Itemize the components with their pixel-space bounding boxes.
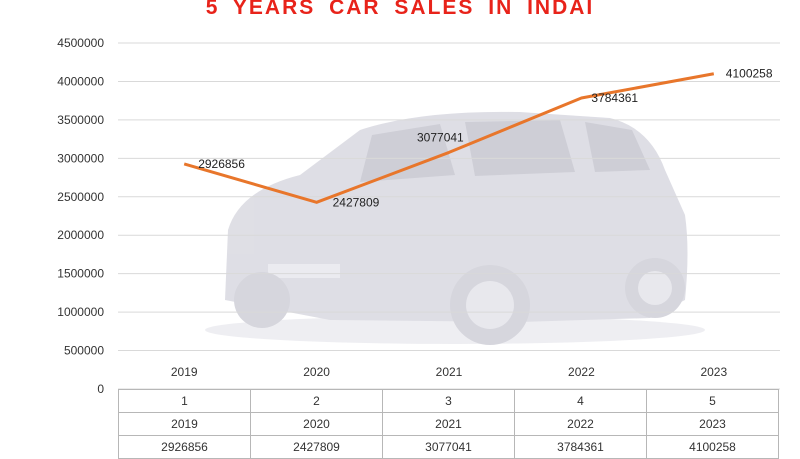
table-row: 2926856 2427809 3077041 3784361 4100258	[118, 435, 779, 459]
y-tick-label: 3500000	[57, 113, 104, 127]
chart-title: 5 YEARS CAR SALES IN INDAI	[205, 0, 595, 19]
table-cell: 3784361	[514, 435, 647, 459]
table-row: 2019 2020 2021 2022 2023	[118, 412, 779, 436]
x-category-label: 2020	[303, 365, 330, 379]
table-cell: 1	[118, 389, 251, 413]
data-label: 2926856	[198, 157, 245, 171]
table-cell: 2020	[250, 412, 383, 436]
y-tick-label: 1500000	[57, 267, 104, 281]
data-table: 1 2 3 4 5 2019 2020 2021 2022 2023 2926856 2427809 3…	[118, 389, 779, 459]
data-label: 3077041	[417, 130, 464, 144]
table-cell: 2023	[646, 412, 779, 436]
x-category-label: 2021	[436, 365, 463, 379]
data-label: 3784361	[591, 91, 638, 105]
x-category-label: 2023	[700, 365, 727, 379]
table-cell: 2022	[514, 412, 647, 436]
y-tick-label: 4500000	[57, 36, 104, 50]
y-tick-label: 500000	[64, 344, 104, 358]
table-cell: 2021	[382, 412, 515, 436]
table-cell: 3	[382, 389, 515, 413]
car-background-image	[205, 111, 705, 345]
table-cell: 4100258	[646, 435, 779, 459]
data-label: 4100258	[726, 67, 773, 81]
table-cell: 2019	[118, 412, 251, 436]
table-cell: 4	[514, 389, 647, 413]
table-cell: 2926856	[118, 435, 251, 459]
x-category-label: 2022	[568, 365, 595, 379]
y-tick-label: 0	[97, 382, 104, 396]
x-category-label: 2019	[171, 365, 198, 379]
table-cell: 5	[646, 389, 779, 413]
table-cell: 3077041	[382, 435, 515, 459]
data-label: 2427809	[333, 195, 380, 209]
table-cell: 2	[250, 389, 383, 413]
y-tick-label: 4000000	[57, 74, 104, 88]
y-tick-label: 3000000	[57, 151, 104, 165]
table-cell: 2427809	[250, 435, 383, 459]
y-tick-label: 2500000	[57, 190, 104, 204]
y-tick-label: 2000000	[57, 228, 104, 242]
series-line	[183, 72, 715, 204]
y-tick-label: 1000000	[57, 305, 104, 319]
